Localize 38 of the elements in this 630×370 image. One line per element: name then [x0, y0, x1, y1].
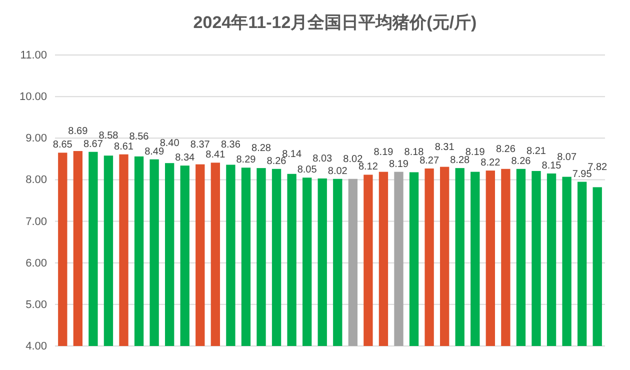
data-label: 8.15	[542, 160, 562, 172]
data-label: 8.61	[114, 141, 134, 152]
data-label: 8.21	[526, 146, 546, 157]
data-label: 8.27	[420, 155, 440, 166]
y-tick-label: 7.00	[26, 216, 47, 228]
data-label: 8.31	[434, 142, 455, 153]
y-tick-label: 10.00	[19, 91, 47, 104]
data-label: 8.56	[129, 131, 150, 142]
data-label: 8.19	[389, 158, 409, 170]
chart-title: 2024年11-12月全国日平均猪价(元/斤)	[193, 13, 477, 32]
data-label: 8.41	[206, 150, 226, 161]
data-label: 8.02	[328, 166, 348, 177]
data-label: 8.26	[266, 156, 287, 167]
y-tick-label: 8.00	[26, 174, 47, 186]
y-tick-label: 4.00	[26, 340, 47, 353]
data-label: 8.28	[450, 155, 470, 166]
data-label: 8.34	[175, 152, 196, 164]
data-label: 8.28	[252, 143, 272, 154]
data-label: 7.95	[572, 168, 592, 180]
data-label: 8.29	[236, 154, 256, 166]
data-label: 8.03	[312, 153, 333, 164]
data-label: 8.19	[374, 146, 394, 158]
data-label: 8.26	[511, 156, 532, 167]
data-label: 8.05	[297, 164, 318, 176]
data-label: 8.26	[496, 144, 516, 155]
data-label: 8.36	[220, 140, 241, 151]
data-label: 8.67	[83, 138, 104, 150]
data-label: 8.07	[557, 152, 577, 163]
data-label: 8.49	[144, 146, 164, 158]
data-label: 8.69	[68, 126, 88, 138]
data-label: 8.65	[52, 140, 73, 151]
y-tick-label: 5.00	[26, 298, 47, 311]
data-label: 8.22	[480, 158, 501, 169]
y-tick-label: 11.00	[20, 50, 47, 62]
y-tick-label: 9.00	[26, 132, 47, 145]
y-tick-label: 6.00	[26, 257, 47, 270]
data-label: 8.37	[190, 139, 210, 150]
data-label: 8.12	[358, 162, 378, 173]
